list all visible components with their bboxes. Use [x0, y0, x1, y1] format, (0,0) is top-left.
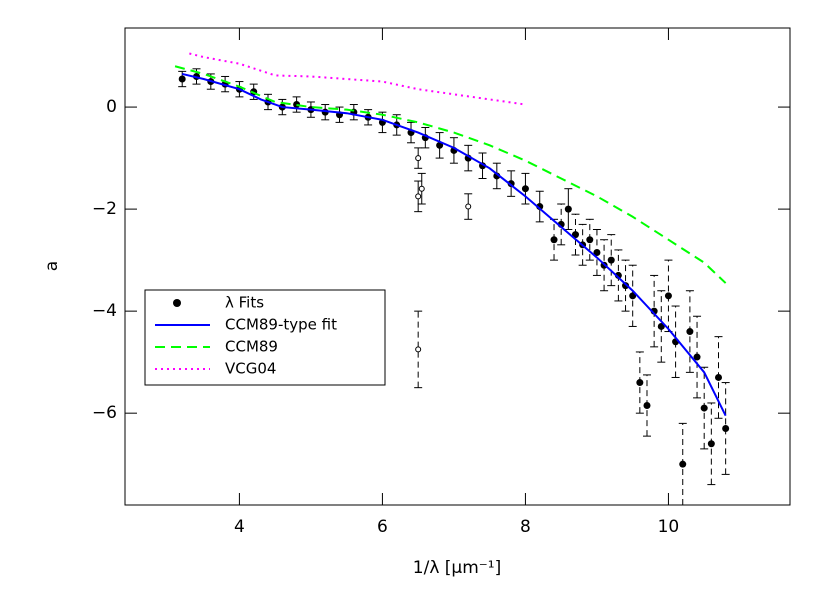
data-point [636, 379, 644, 387]
legend-label: CCM89-type fit [225, 316, 337, 334]
data-point [707, 440, 715, 448]
y-tick-label: −2 [92, 199, 117, 219]
data-point [693, 353, 701, 361]
y-tick-label: −6 [92, 403, 117, 423]
data-point [178, 75, 186, 83]
data-point [521, 185, 529, 193]
x-tick-label: 6 [377, 517, 388, 537]
error-bar [414, 310, 423, 389]
x-tick-label: 8 [520, 517, 531, 537]
data-point [700, 404, 708, 412]
legend: λ Fits CCM89-type fit CCM89 VCG04 [144, 289, 386, 386]
open-point [415, 155, 422, 162]
y-tick-label: −4 [92, 301, 117, 321]
data-point [643, 402, 651, 410]
data-point [679, 460, 687, 468]
legend-label: λ Fits [225, 294, 264, 312]
plot-frame [124, 27, 791, 506]
data-point [607, 256, 615, 264]
y-tick-label: 0 [106, 97, 117, 117]
data-point [564, 205, 572, 213]
open-point [415, 193, 422, 200]
y-axis-label: a [42, 261, 62, 271]
data-point [593, 248, 601, 256]
data-point [622, 282, 630, 290]
legend-box [144, 289, 386, 386]
legend-label: VCG04 [225, 360, 276, 378]
x-axis-label: 1/λ [μm⁻¹] [413, 558, 501, 578]
data-point [686, 328, 694, 336]
open-point [418, 185, 425, 192]
open-point [415, 346, 422, 353]
data-point [722, 424, 730, 432]
data-point [664, 292, 672, 300]
data-point [550, 236, 558, 244]
legend-label: CCM89 [225, 338, 278, 356]
fit-line [174, 65, 727, 284]
data-point [629, 292, 637, 300]
data-point [586, 236, 594, 244]
fit-line [181, 72, 727, 417]
data-point [657, 322, 665, 330]
x-tick-label: 4 [234, 517, 245, 537]
open-point [465, 203, 472, 210]
data-point [714, 373, 722, 381]
x-tick-label: 10 [658, 517, 680, 537]
legend-symbol [173, 299, 181, 307]
data-point [571, 231, 579, 239]
